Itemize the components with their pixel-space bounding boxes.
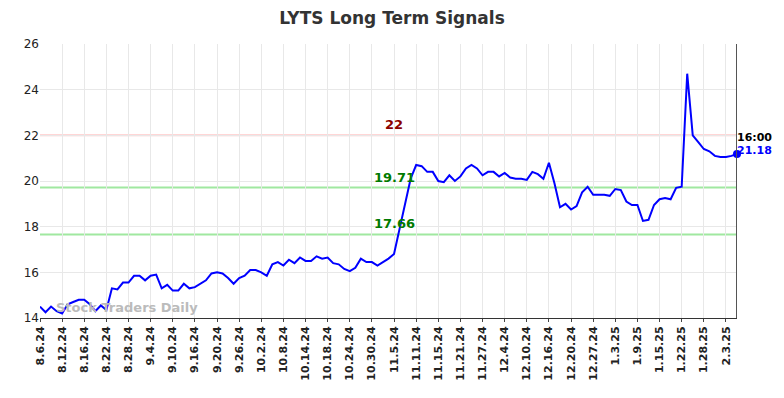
svg-text:12.4.24: 12.4.24 <box>498 326 511 373</box>
svg-text:20: 20 <box>24 174 39 188</box>
svg-text:11.15.24: 11.15.24 <box>432 326 445 381</box>
svg-text:8.28.24: 8.28.24 <box>122 326 135 373</box>
svg-text:8.16.24: 8.16.24 <box>78 326 91 373</box>
svg-text:8.22.24: 8.22.24 <box>100 326 113 373</box>
svg-text:26: 26 <box>24 37 39 51</box>
svg-text:11.27.24: 11.27.24 <box>476 326 489 381</box>
svg-text:18: 18 <box>24 220 39 234</box>
svg-text:22: 22 <box>24 129 39 143</box>
svg-text:19.71: 19.71 <box>374 170 415 185</box>
svg-text:24: 24 <box>24 83 39 97</box>
svg-text:12.16.24: 12.16.24 <box>542 326 555 381</box>
svg-text:16:00: 16:00 <box>737 131 772 144</box>
svg-text:11.11.24: 11.11.24 <box>410 326 423 381</box>
svg-text:1.15.25: 1.15.25 <box>653 326 666 373</box>
svg-text:2.3.25: 2.3.25 <box>720 326 733 365</box>
svg-text:9.4.24: 9.4.24 <box>144 326 157 365</box>
svg-text:1.22.25: 1.22.25 <box>675 326 688 373</box>
svg-text:10.2.24: 10.2.24 <box>255 326 268 373</box>
svg-text:10.14.24: 10.14.24 <box>299 326 312 381</box>
svg-text:22: 22 <box>385 117 403 132</box>
svg-text:8.6.24: 8.6.24 <box>34 326 47 365</box>
svg-text:12.20.24: 12.20.24 <box>565 326 578 381</box>
svg-text:9.26.24: 9.26.24 <box>233 326 246 373</box>
svg-text:8.12.24: 8.12.24 <box>56 326 69 373</box>
svg-text:11.21.24: 11.21.24 <box>454 326 467 381</box>
svg-text:10.8.24: 10.8.24 <box>277 326 290 373</box>
svg-text:LYTS Long Term Signals: LYTS Long Term Signals <box>279 8 505 28</box>
svg-text:1.28.25: 1.28.25 <box>697 326 710 373</box>
svg-text:9.20.24: 9.20.24 <box>211 326 224 373</box>
svg-text:16: 16 <box>24 266 39 280</box>
svg-text:21.18: 21.18 <box>737 144 772 157</box>
svg-text:1.9.25: 1.9.25 <box>631 326 644 365</box>
svg-text:10.18.24: 10.18.24 <box>321 326 334 381</box>
svg-text:10.30.24: 10.30.24 <box>365 326 378 381</box>
svg-text:11.5.24: 11.5.24 <box>388 326 401 373</box>
svg-text:17.66: 17.66 <box>374 216 415 231</box>
svg-text:Stock Traders Daily: Stock Traders Daily <box>56 300 198 315</box>
svg-text:9.16.24: 9.16.24 <box>188 326 201 373</box>
svg-text:14: 14 <box>24 311 39 325</box>
svg-text:10.24.24: 10.24.24 <box>343 326 356 381</box>
svg-text:9.10.24: 9.10.24 <box>166 326 179 373</box>
svg-text:1.3.25: 1.3.25 <box>609 326 622 365</box>
svg-text:12.27.24: 12.27.24 <box>587 326 600 381</box>
svg-text:12.10.24: 12.10.24 <box>520 326 533 381</box>
